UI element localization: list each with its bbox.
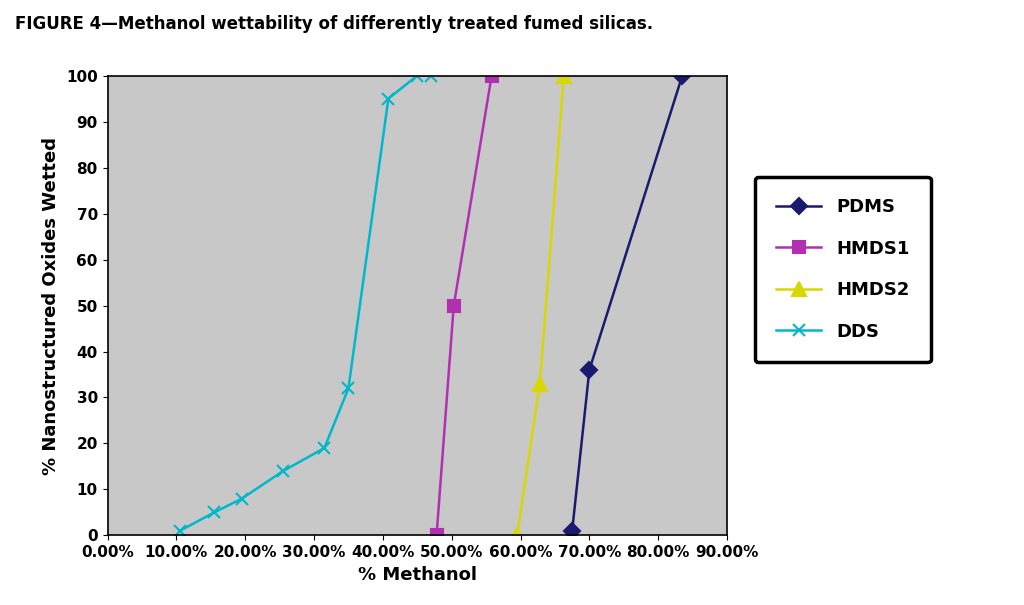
Line: HMDS2: HMDS2	[510, 69, 570, 542]
DDS	[382, 95, 394, 102]
HMDS1	[430, 532, 442, 539]
HMDS2	[558, 72, 570, 79]
Legend: PDMS, HMDS1, HMDS2, DDS: PDMS, HMDS1, HMDS2, DDS	[755, 177, 931, 362]
DDS	[208, 509, 220, 516]
PDMS	[584, 366, 596, 373]
DDS	[276, 468, 289, 475]
HMDS1	[447, 302, 460, 309]
Text: FIGURE 4—Methanol wettability of differently treated fumed silicas.: FIGURE 4—Methanol wettability of differe…	[15, 15, 653, 33]
HMDS2	[534, 380, 546, 387]
Line: PDMS: PDMS	[566, 70, 688, 537]
HMDS2	[511, 532, 523, 539]
DDS	[342, 385, 354, 392]
DDS	[174, 527, 186, 534]
HMDS1	[485, 72, 498, 79]
DDS	[412, 72, 424, 79]
Line: DDS: DDS	[173, 70, 437, 537]
DDS	[318, 445, 331, 452]
DDS	[236, 495, 248, 502]
X-axis label: % Methanol: % Methanol	[357, 566, 477, 584]
PDMS	[566, 527, 579, 534]
DDS	[425, 72, 437, 79]
Line: HMDS1: HMDS1	[431, 70, 498, 541]
Y-axis label: % Nanostructured Oxides Wetted: % Nanostructured Oxides Wetted	[42, 137, 60, 474]
PDMS	[676, 72, 688, 79]
